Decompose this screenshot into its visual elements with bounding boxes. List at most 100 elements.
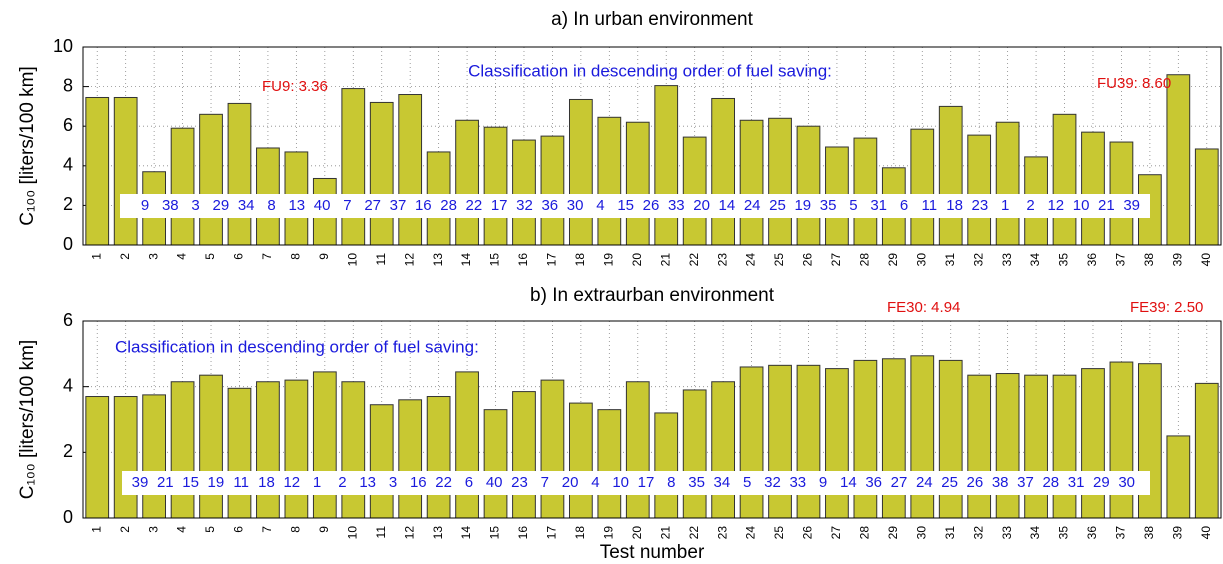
x-tick-label: 20: [630, 526, 644, 540]
ranking-number: 38: [162, 197, 179, 214]
ranking-number: 28: [1042, 474, 1059, 491]
ranking-number: 33: [668, 197, 685, 214]
ranking-number: 19: [794, 197, 811, 214]
ranking-number: 3: [389, 474, 397, 491]
bar: [512, 139, 536, 246]
ranking-number: 34: [714, 474, 731, 491]
x-tick-label: 39: [1170, 526, 1184, 540]
x-tick-label: 12: [402, 526, 416, 540]
y-tick-label: 10: [53, 36, 73, 56]
bar: [1081, 131, 1105, 246]
ranking-number: 25: [769, 197, 786, 214]
ranking-number: 40: [486, 474, 503, 491]
ranking-number: 31: [1068, 474, 1085, 491]
ranking-number: 34: [238, 197, 255, 214]
x-tick-label: 3: [146, 526, 160, 533]
x-tick-label: 7: [260, 253, 274, 260]
x-tick-label: 39: [1170, 253, 1184, 267]
x-tick-label: 28: [858, 526, 872, 540]
bar: [1194, 148, 1219, 246]
ranking-number: 3: [191, 197, 199, 214]
ranking-number: 32: [764, 474, 781, 491]
x-tick-label: 27: [829, 253, 843, 267]
bar: [995, 373, 1020, 519]
bar: [796, 125, 821, 246]
x-tick-label: 40: [1199, 526, 1213, 540]
bar: [739, 366, 764, 519]
bar: [199, 374, 223, 519]
ranking-number: 37: [1017, 474, 1034, 491]
x-tick-label: 9: [317, 526, 331, 533]
ranking-number: 30: [567, 197, 584, 214]
ranking-number: 14: [840, 474, 857, 491]
x-tick-label: 33: [1000, 253, 1014, 267]
bar: [654, 85, 679, 246]
ranking-number: 12: [1047, 197, 1064, 214]
bar: [625, 121, 650, 246]
x-tick-label: 33: [1000, 526, 1014, 540]
x-tick-label: 10: [345, 526, 359, 540]
ranking-number: 32: [516, 197, 533, 214]
ranking-number: 18: [258, 474, 275, 491]
bar: [654, 412, 679, 519]
bar: [455, 119, 479, 246]
bar: [597, 409, 622, 519]
bar: [199, 113, 223, 246]
y-tick-label: 2: [63, 441, 73, 461]
x-tick-label: 2: [118, 526, 132, 533]
ranking-number: 22: [466, 197, 483, 214]
x-tick-label: 18: [573, 526, 587, 540]
ranking-number: 11: [233, 474, 249, 491]
bar: [369, 404, 394, 519]
x-tick-label: 12: [402, 253, 416, 267]
ranking-number: 12: [283, 474, 300, 491]
ranking-number: 20: [562, 474, 579, 491]
x-tick-label: 31: [943, 526, 957, 540]
bar: [398, 94, 423, 246]
ranking-title: Classification in descending order of fu…: [115, 337, 479, 356]
x-tick-label: 26: [801, 526, 815, 540]
bar: [995, 121, 1020, 246]
bar: [113, 396, 138, 519]
x-tick-label: 10: [345, 253, 359, 267]
ranking-number: 7: [343, 197, 351, 214]
bar: [142, 394, 167, 519]
x-tick-label: 6: [232, 526, 246, 533]
annotation: FU39: 8.60: [1097, 75, 1171, 92]
ranking-number: 31: [870, 197, 887, 214]
x-tick-label: 18: [573, 253, 587, 267]
ranking-title: Classification in descending order of fu…: [468, 61, 832, 80]
x-tick-label: 7: [260, 526, 274, 533]
bar: [483, 126, 508, 246]
ranking-number: 16: [415, 197, 432, 214]
x-tick-label: 31: [943, 253, 957, 267]
x-tick-label: 4: [175, 526, 189, 533]
x-tick-label: 29: [886, 253, 900, 267]
ranking-number: 23: [511, 474, 528, 491]
bar: [85, 396, 110, 519]
ranking-number: 28: [440, 197, 457, 214]
x-tick-label: 25: [772, 253, 786, 267]
ranking-number: 4: [596, 197, 604, 214]
ranking-number: 37: [390, 197, 407, 214]
ranking-number: 9: [141, 197, 149, 214]
y-tick-label: 0: [63, 507, 73, 527]
x-tick-label: 8: [289, 253, 303, 260]
ranking-number: 21: [1098, 197, 1115, 214]
bar: [113, 96, 138, 246]
bar: [170, 127, 195, 246]
ranking-number: 33: [789, 474, 806, 491]
ranking-number: 2: [1026, 197, 1034, 214]
bar: [426, 396, 451, 519]
x-tick-label: 15: [488, 526, 502, 540]
y-tick-label: 4: [63, 155, 73, 175]
x-tick-label: 19: [601, 253, 615, 267]
bar: [369, 101, 394, 246]
x-tick-label: 22: [687, 526, 701, 540]
ranking-number: 1: [313, 474, 321, 491]
y-tick-label: 8: [63, 75, 73, 95]
bar: [85, 96, 110, 246]
bar: [1024, 374, 1048, 519]
